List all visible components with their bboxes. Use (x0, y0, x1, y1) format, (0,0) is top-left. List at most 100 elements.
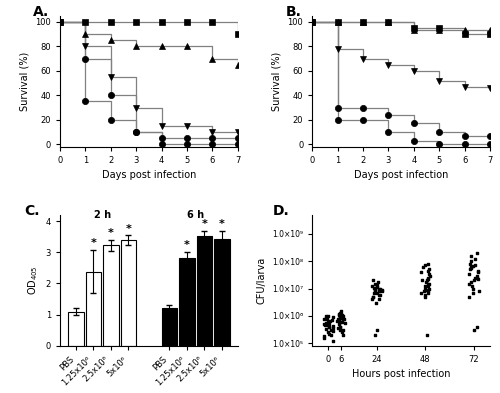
Point (466, 266, 474, 273)
Point (420, 283, 428, 290)
Point (336, 321, 344, 327)
Point (471, 275, 479, 281)
Point (338, 308, 345, 314)
Point (368, 296, 376, 303)
Point (423, 332, 431, 338)
Point (424, 275, 432, 281)
Text: *: * (126, 224, 132, 233)
Y-axis label: Survival (%): Survival (%) (20, 51, 30, 111)
Point (340, 320, 348, 326)
Point (339, 316, 347, 322)
Point (373, 290, 381, 296)
Point (467, 264, 475, 270)
Point (421, 292, 429, 298)
Point (424, 268, 432, 274)
Point (466, 279, 474, 285)
Point (336, 317, 344, 323)
Point (469, 290, 477, 296)
Text: *: * (202, 220, 207, 230)
Text: *: * (184, 241, 190, 250)
Point (424, 276, 432, 282)
Point (472, 263, 480, 269)
Y-axis label: OD$_{405}$: OD$_{405}$ (26, 266, 40, 295)
Point (324, 320, 332, 327)
Point (375, 288, 383, 294)
Point (336, 323, 344, 330)
Point (378, 286, 386, 293)
Point (372, 284, 380, 290)
Point (422, 279, 430, 285)
Point (336, 315, 344, 321)
Point (466, 281, 473, 287)
Point (328, 323, 336, 329)
Text: D.: D. (273, 204, 290, 219)
Point (336, 310, 344, 316)
Bar (86, 272, 101, 346)
Point (425, 266, 433, 273)
Point (374, 279, 382, 285)
Point (424, 261, 432, 267)
Point (468, 283, 475, 290)
Point (335, 317, 343, 323)
Text: 2 h: 2 h (94, 209, 110, 220)
Point (326, 331, 334, 337)
Point (371, 281, 379, 287)
Point (339, 327, 347, 333)
Point (421, 263, 429, 269)
Point (320, 321, 328, 327)
Point (416, 269, 424, 275)
Point (467, 265, 475, 272)
Point (336, 313, 344, 320)
Point (369, 294, 377, 300)
Point (426, 281, 434, 287)
Point (321, 321, 329, 328)
Point (474, 288, 482, 294)
Point (423, 277, 431, 283)
Point (340, 313, 347, 319)
Text: *: * (108, 228, 114, 238)
Point (370, 277, 378, 283)
Point (470, 263, 478, 270)
Point (334, 318, 342, 324)
Text: *: * (219, 220, 225, 230)
Point (338, 312, 346, 318)
Bar (162, 308, 177, 346)
Point (325, 323, 333, 330)
Point (334, 325, 342, 331)
Y-axis label: CFU/larva: CFU/larva (256, 257, 266, 304)
Point (426, 272, 434, 279)
Point (325, 324, 333, 331)
Point (329, 328, 337, 334)
Point (465, 270, 473, 277)
Point (470, 285, 478, 292)
Point (328, 317, 336, 323)
Point (424, 283, 432, 290)
Point (474, 268, 482, 274)
Point (472, 250, 480, 256)
Point (420, 294, 428, 300)
X-axis label: Days post infection: Days post infection (102, 170, 196, 180)
Point (424, 290, 432, 296)
Point (338, 319, 346, 325)
Point (375, 292, 383, 298)
Point (474, 276, 482, 282)
Point (324, 329, 332, 336)
Point (424, 270, 432, 277)
Point (473, 323, 481, 330)
Point (372, 300, 380, 306)
Point (322, 313, 330, 320)
Point (470, 277, 478, 283)
Point (373, 282, 381, 288)
Point (329, 338, 337, 344)
Bar (68, 312, 84, 346)
Text: *: * (90, 238, 96, 248)
Point (339, 332, 347, 338)
Point (372, 289, 380, 295)
Bar (196, 236, 212, 346)
Point (338, 329, 346, 336)
Point (376, 296, 384, 303)
Point (421, 285, 429, 292)
Point (375, 285, 383, 292)
Point (418, 277, 426, 283)
Y-axis label: Survival (%): Survival (%) (272, 51, 282, 111)
